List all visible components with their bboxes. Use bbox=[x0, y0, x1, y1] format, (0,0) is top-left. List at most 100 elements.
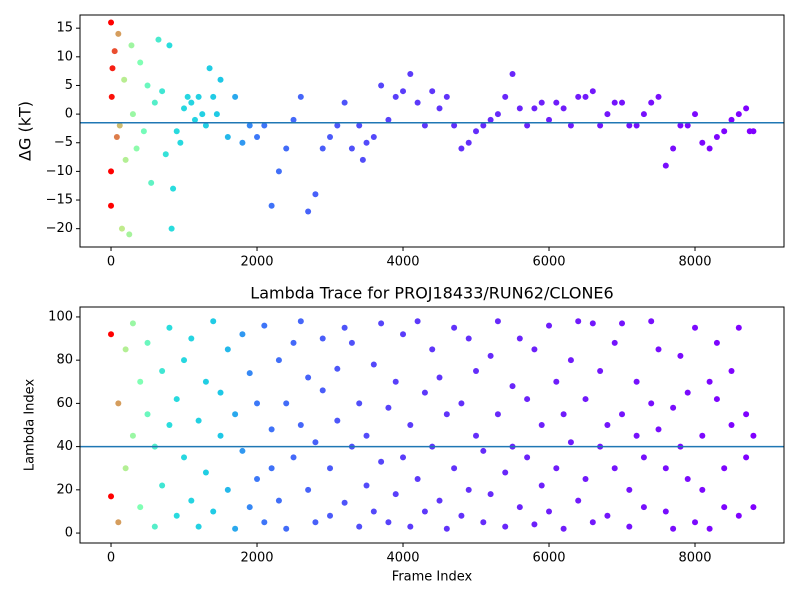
point bbox=[392, 378, 399, 385]
point bbox=[670, 525, 677, 532]
x-tick-label: 4000 bbox=[386, 255, 419, 270]
point bbox=[133, 145, 140, 152]
axes-frame bbox=[79, 306, 785, 544]
point bbox=[546, 116, 553, 123]
point bbox=[451, 324, 458, 331]
point bbox=[195, 93, 202, 100]
point bbox=[239, 447, 246, 454]
point bbox=[611, 99, 618, 106]
point bbox=[611, 339, 618, 346]
point bbox=[129, 320, 136, 327]
point bbox=[436, 497, 443, 504]
point bbox=[181, 454, 188, 461]
point bbox=[261, 519, 268, 526]
point bbox=[224, 486, 231, 493]
point bbox=[173, 512, 180, 519]
y-tick-label: 0 bbox=[65, 107, 73, 122]
point bbox=[494, 111, 501, 118]
point bbox=[655, 426, 662, 433]
point bbox=[166, 42, 173, 49]
point bbox=[728, 422, 735, 428]
x-tick-label: 0 bbox=[107, 255, 115, 270]
point bbox=[356, 122, 363, 129]
point bbox=[480, 447, 487, 454]
y-axis-label: ΔG (kT) bbox=[16, 101, 35, 161]
y-tick-label: −10 bbox=[46, 164, 73, 179]
point bbox=[159, 88, 166, 95]
point bbox=[473, 128, 480, 135]
point bbox=[363, 139, 370, 146]
point bbox=[677, 352, 684, 359]
point bbox=[305, 208, 312, 215]
point bbox=[597, 367, 604, 374]
point bbox=[305, 374, 312, 381]
point bbox=[363, 432, 370, 439]
point bbox=[706, 378, 713, 385]
point bbox=[414, 99, 421, 106]
y-tick-label: 10 bbox=[56, 49, 73, 64]
point bbox=[334, 365, 341, 372]
point bbox=[429, 346, 436, 353]
point bbox=[356, 400, 363, 407]
point bbox=[465, 139, 472, 146]
point bbox=[604, 512, 611, 519]
point bbox=[202, 378, 209, 385]
point bbox=[553, 99, 560, 106]
point bbox=[319, 335, 326, 342]
point bbox=[516, 105, 523, 112]
point bbox=[531, 521, 538, 528]
point bbox=[137, 504, 144, 511]
point bbox=[436, 105, 443, 112]
y-tick-label: −20 bbox=[46, 221, 73, 236]
point bbox=[268, 426, 275, 433]
point bbox=[619, 99, 626, 106]
point bbox=[473, 367, 480, 374]
point bbox=[458, 512, 465, 519]
point bbox=[713, 396, 720, 403]
point bbox=[494, 411, 501, 418]
point bbox=[750, 128, 757, 135]
point bbox=[502, 93, 509, 100]
point bbox=[589, 88, 596, 95]
point bbox=[341, 99, 348, 106]
point bbox=[108, 19, 115, 26]
point bbox=[232, 525, 239, 532]
point bbox=[538, 422, 545, 428]
point bbox=[421, 389, 428, 396]
point bbox=[575, 93, 582, 100]
point bbox=[144, 339, 151, 346]
point bbox=[699, 139, 706, 146]
point bbox=[487, 116, 494, 123]
point bbox=[531, 105, 538, 112]
point bbox=[692, 111, 699, 118]
point bbox=[662, 162, 669, 169]
y-tick-label: 40 bbox=[56, 439, 73, 454]
point bbox=[670, 404, 677, 411]
point bbox=[633, 378, 640, 385]
point bbox=[487, 352, 494, 359]
point bbox=[118, 225, 125, 232]
point bbox=[611, 465, 618, 472]
point bbox=[108, 168, 115, 175]
point bbox=[261, 122, 268, 129]
point bbox=[436, 374, 443, 381]
x-tick-label: 8000 bbox=[678, 551, 711, 566]
point bbox=[177, 139, 184, 146]
point bbox=[385, 404, 392, 411]
point bbox=[487, 491, 494, 498]
point bbox=[297, 318, 304, 325]
point bbox=[356, 523, 363, 530]
point bbox=[538, 482, 545, 489]
point bbox=[188, 497, 195, 504]
point bbox=[735, 324, 742, 331]
point bbox=[713, 339, 720, 346]
point bbox=[589, 320, 596, 327]
point bbox=[195, 417, 202, 424]
y-tick-label: 60 bbox=[56, 396, 73, 411]
point bbox=[363, 482, 370, 489]
point bbox=[128, 42, 135, 49]
point bbox=[195, 523, 202, 530]
point bbox=[206, 65, 213, 72]
point bbox=[348, 145, 355, 152]
point bbox=[224, 346, 231, 353]
